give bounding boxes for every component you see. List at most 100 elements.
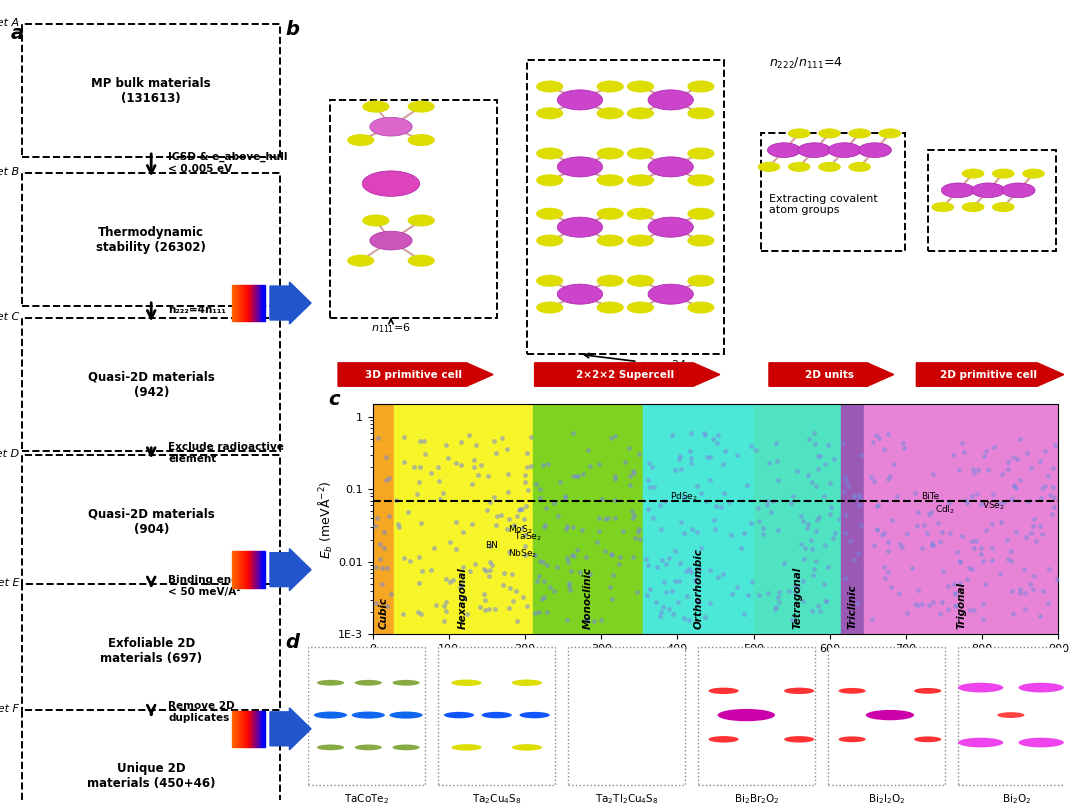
Point (388, 494, 405, 507)
Circle shape (993, 202, 1015, 213)
Point (645, 511, 662, 524)
Point (793, 537, 810, 550)
Point (713, 501, 730, 514)
Point (881, 469, 899, 482)
Point (953, 529, 970, 542)
Bar (246, 284, 248, 321)
Point (958, 572, 975, 585)
Bar (260, 552, 261, 588)
Point (596, 545, 613, 558)
Point (676, 490, 693, 503)
Circle shape (687, 275, 715, 287)
Text: Orthorhombic: Orthorhombic (693, 548, 703, 629)
Point (498, 443, 515, 456)
Point (966, 604, 983, 617)
Bar (394, 404, 532, 634)
Text: CdI$_2$: CdI$_2$ (935, 503, 955, 516)
Point (806, 427, 823, 440)
Point (869, 499, 887, 511)
Bar (239, 284, 241, 321)
Circle shape (798, 143, 831, 158)
Circle shape (407, 100, 435, 112)
Point (437, 604, 455, 617)
Point (530, 605, 548, 618)
Point (465, 460, 483, 473)
Circle shape (991, 169, 1015, 179)
Point (835, 486, 852, 499)
Point (963, 562, 981, 575)
Point (461, 565, 478, 578)
Point (1025, 570, 1042, 583)
Point (740, 588, 757, 601)
Text: Ta$_2$Cu$_4$S$_8$: Ta$_2$Cu$_4$S$_8$ (472, 793, 522, 806)
Point (495, 579, 512, 591)
Point (504, 595, 522, 608)
Point (368, 511, 386, 524)
Point (511, 503, 528, 516)
FancyBboxPatch shape (22, 24, 281, 158)
Circle shape (347, 134, 375, 146)
FancyArrow shape (270, 549, 311, 591)
Point (435, 614, 453, 627)
Bar (248, 552, 249, 588)
Circle shape (626, 81, 654, 93)
Point (374, 562, 391, 574)
Point (816, 457, 834, 470)
Point (933, 526, 950, 539)
Point (1021, 578, 1038, 591)
Point (701, 473, 718, 486)
Point (735, 608, 753, 621)
Point (802, 475, 820, 488)
FancyBboxPatch shape (22, 709, 281, 808)
Point (864, 436, 881, 448)
Point (795, 552, 812, 565)
Point (851, 499, 868, 511)
Point (808, 480, 825, 493)
Circle shape (536, 234, 564, 246)
Circle shape (784, 736, 814, 743)
Point (545, 584, 563, 597)
Point (617, 456, 634, 469)
Point (1034, 482, 1051, 494)
Text: $n_{111}$=6: $n_{111}$=6 (372, 318, 410, 335)
Point (945, 578, 962, 591)
Point (767, 603, 784, 616)
Point (535, 556, 552, 569)
Circle shape (354, 680, 382, 686)
Point (1008, 482, 1025, 494)
Circle shape (362, 171, 420, 196)
Point (683, 451, 700, 464)
Point (1049, 573, 1066, 586)
Circle shape (784, 688, 814, 694)
Point (402, 554, 419, 567)
Point (380, 472, 397, 485)
Point (1004, 607, 1022, 620)
Point (463, 518, 481, 531)
Point (607, 429, 624, 442)
Text: 2D primitive cell: 2D primitive cell (940, 369, 1037, 380)
FancyArrow shape (535, 363, 719, 386)
Point (706, 523, 724, 536)
Circle shape (942, 183, 974, 198)
Point (906, 486, 923, 499)
Bar (244, 711, 245, 747)
Point (836, 572, 853, 585)
Point (624, 465, 642, 478)
Point (417, 448, 434, 461)
Point (585, 615, 603, 628)
Circle shape (838, 688, 866, 694)
Point (771, 595, 788, 608)
Point (846, 490, 863, 503)
Point (788, 465, 806, 478)
Point (958, 497, 975, 510)
Circle shape (347, 255, 375, 267)
Point (837, 509, 854, 522)
Point (509, 615, 526, 628)
FancyBboxPatch shape (928, 150, 1056, 250)
Point (975, 612, 993, 625)
Y-axis label: $E_b$ (meVÅ$^{-2}$): $E_b$ (meVÅ$^{-2}$) (318, 480, 335, 558)
Bar (532, 404, 643, 634)
Bar (260, 284, 261, 321)
Point (390, 520, 407, 533)
FancyBboxPatch shape (330, 100, 497, 318)
